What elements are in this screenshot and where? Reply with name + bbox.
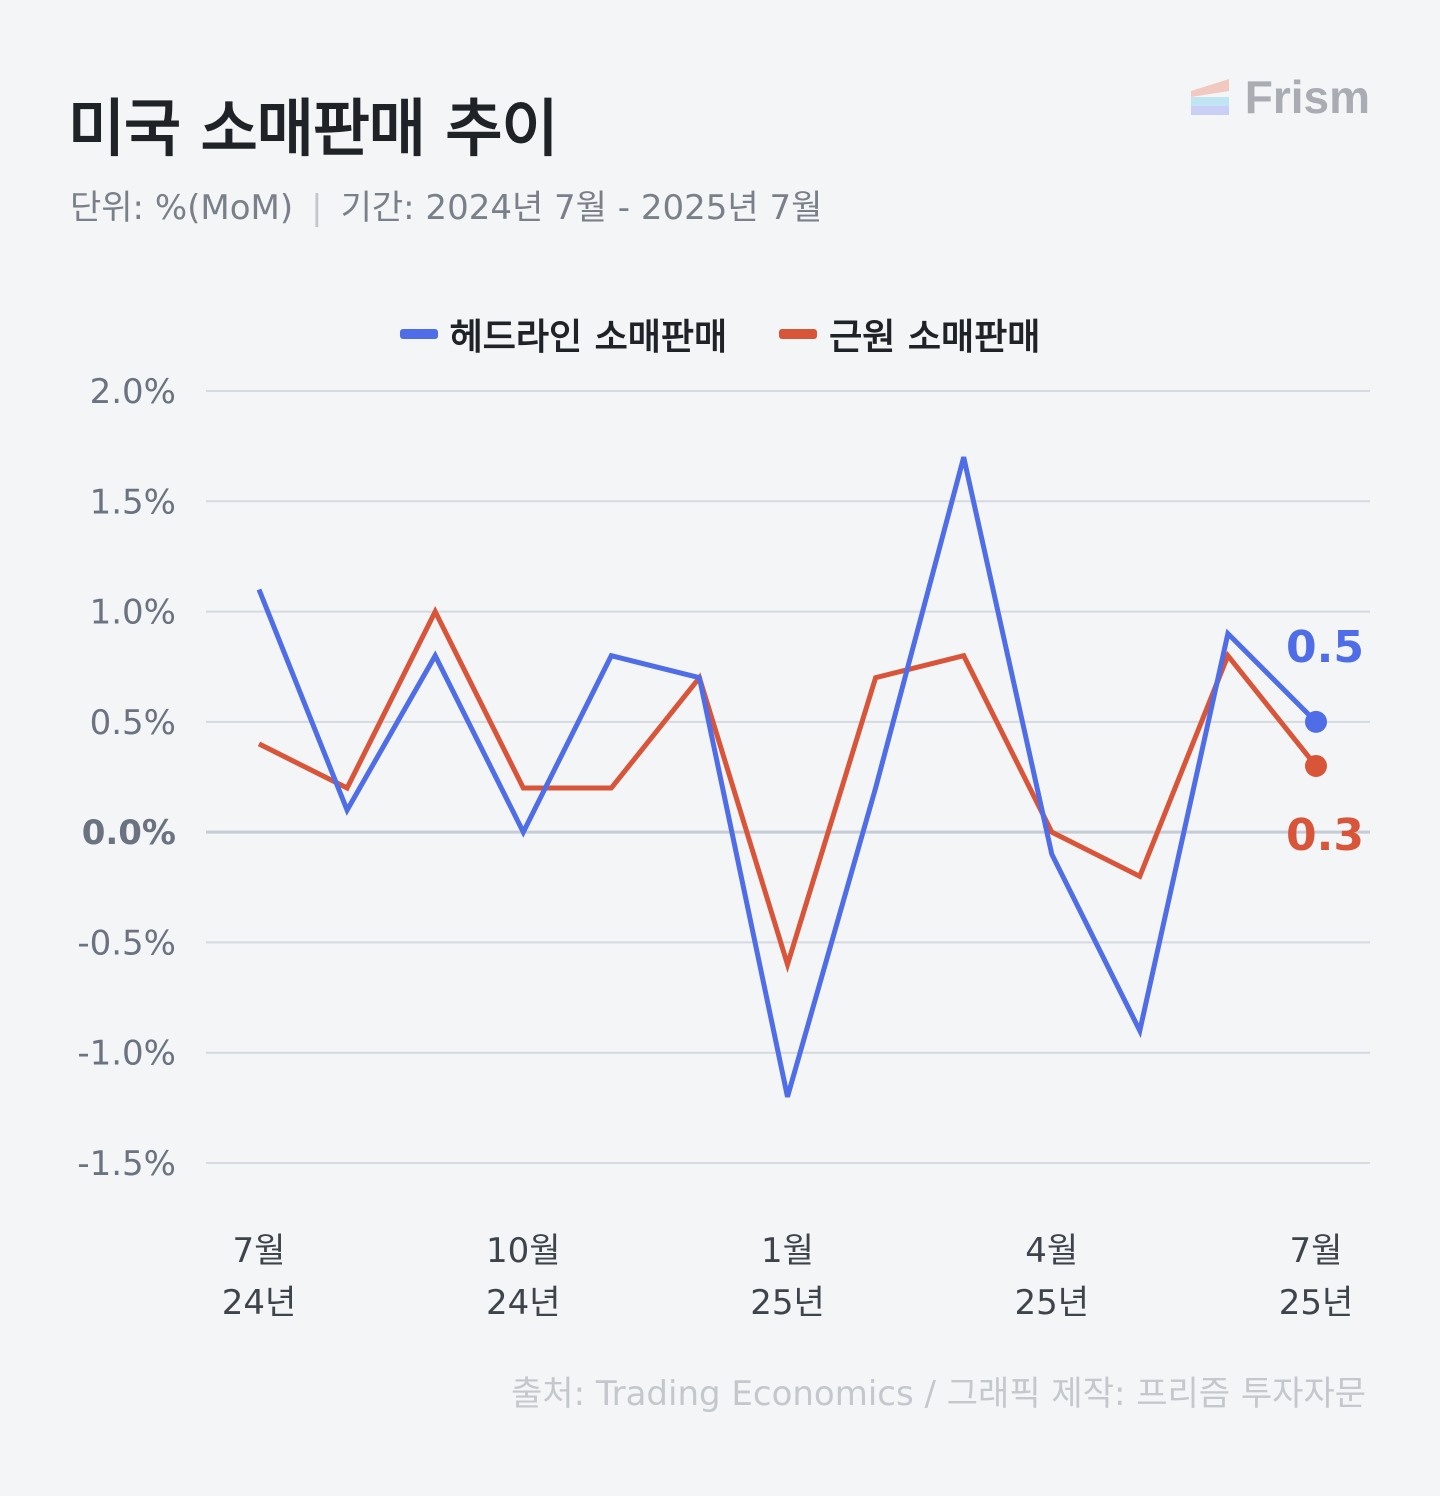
legend-label-core: 근원 소매판매 <box>829 317 1041 358</box>
x-tick-year: 25년 <box>1279 1283 1354 1323</box>
x-tick-month: 1월 <box>761 1231 814 1271</box>
y-tick-label: -1.0% <box>77 1034 176 1074</box>
headline-series-line <box>256 456 1318 1098</box>
y-tick-label: -1.5% <box>77 1144 176 1184</box>
legend-swatch-core <box>779 329 818 339</box>
subtitle-separator: | <box>311 188 323 228</box>
frism-logo: Frism <box>1190 70 1370 124</box>
unit-label: 단위: %(MoM) <box>70 188 294 228</box>
core-end-label: 0.3 <box>1286 810 1364 861</box>
y-tick-label: 0.0% <box>82 813 176 853</box>
x-tick-month: 4월 <box>1025 1231 1078 1271</box>
y-tick-label: 0.5% <box>90 703 176 743</box>
chart-subtitle: 단위: %(MoM) | 기간: 2024년 7월 - 2025년 7월 <box>70 180 822 229</box>
frism-logo-icon <box>1190 79 1229 115</box>
legend-swatch-headline <box>399 329 438 339</box>
x-tick-year: 24년 <box>486 1283 561 1323</box>
legend-label-headline: 헤드라인 소매판매 <box>449 317 728 358</box>
logo-wordmark: Frism <box>1244 71 1370 123</box>
x-tick-month: 7월 <box>233 1231 286 1271</box>
x-tick-month: 10월 <box>486 1231 561 1271</box>
chart-legend: 헤드라인 소매판매 근원 소매판매 <box>0 308 1440 360</box>
line-chart: 2.0% 1.5% 1.0% 0.5% 0.0% -0.5% -1.0% -1.5% 7월 24년… <box>77 372 1370 1323</box>
y-tick-label: -0.5% <box>77 923 176 963</box>
y-tick-label: 1.5% <box>90 482 176 522</box>
x-tick-year: 25년 <box>1014 1283 1089 1323</box>
x-tick-month: 7월 <box>1290 1231 1343 1271</box>
y-tick-label: 2.0% <box>90 372 176 412</box>
source-credit: 출처: Trading Economics / 그래픽 제작: 프리즘 투자자문 <box>511 1374 1366 1414</box>
period-label: 기간: 2024년 7월 - 2025년 7월 <box>340 188 823 228</box>
legend-item-core: 근원 소매판매 <box>779 308 1040 360</box>
headline-end-label: 0.5 <box>1286 622 1364 673</box>
chart-title: 미국 소매판매 추이 <box>68 92 558 165</box>
legend-item-headline: 헤드라인 소매판매 <box>399 308 728 360</box>
x-tick-year: 25년 <box>750 1283 825 1323</box>
y-tick-label: 1.0% <box>90 593 176 633</box>
headline-end-marker <box>1305 710 1327 733</box>
core-end-marker <box>1305 754 1327 777</box>
core-series-line <box>257 606 1318 974</box>
x-tick-year: 24년 <box>222 1283 297 1323</box>
